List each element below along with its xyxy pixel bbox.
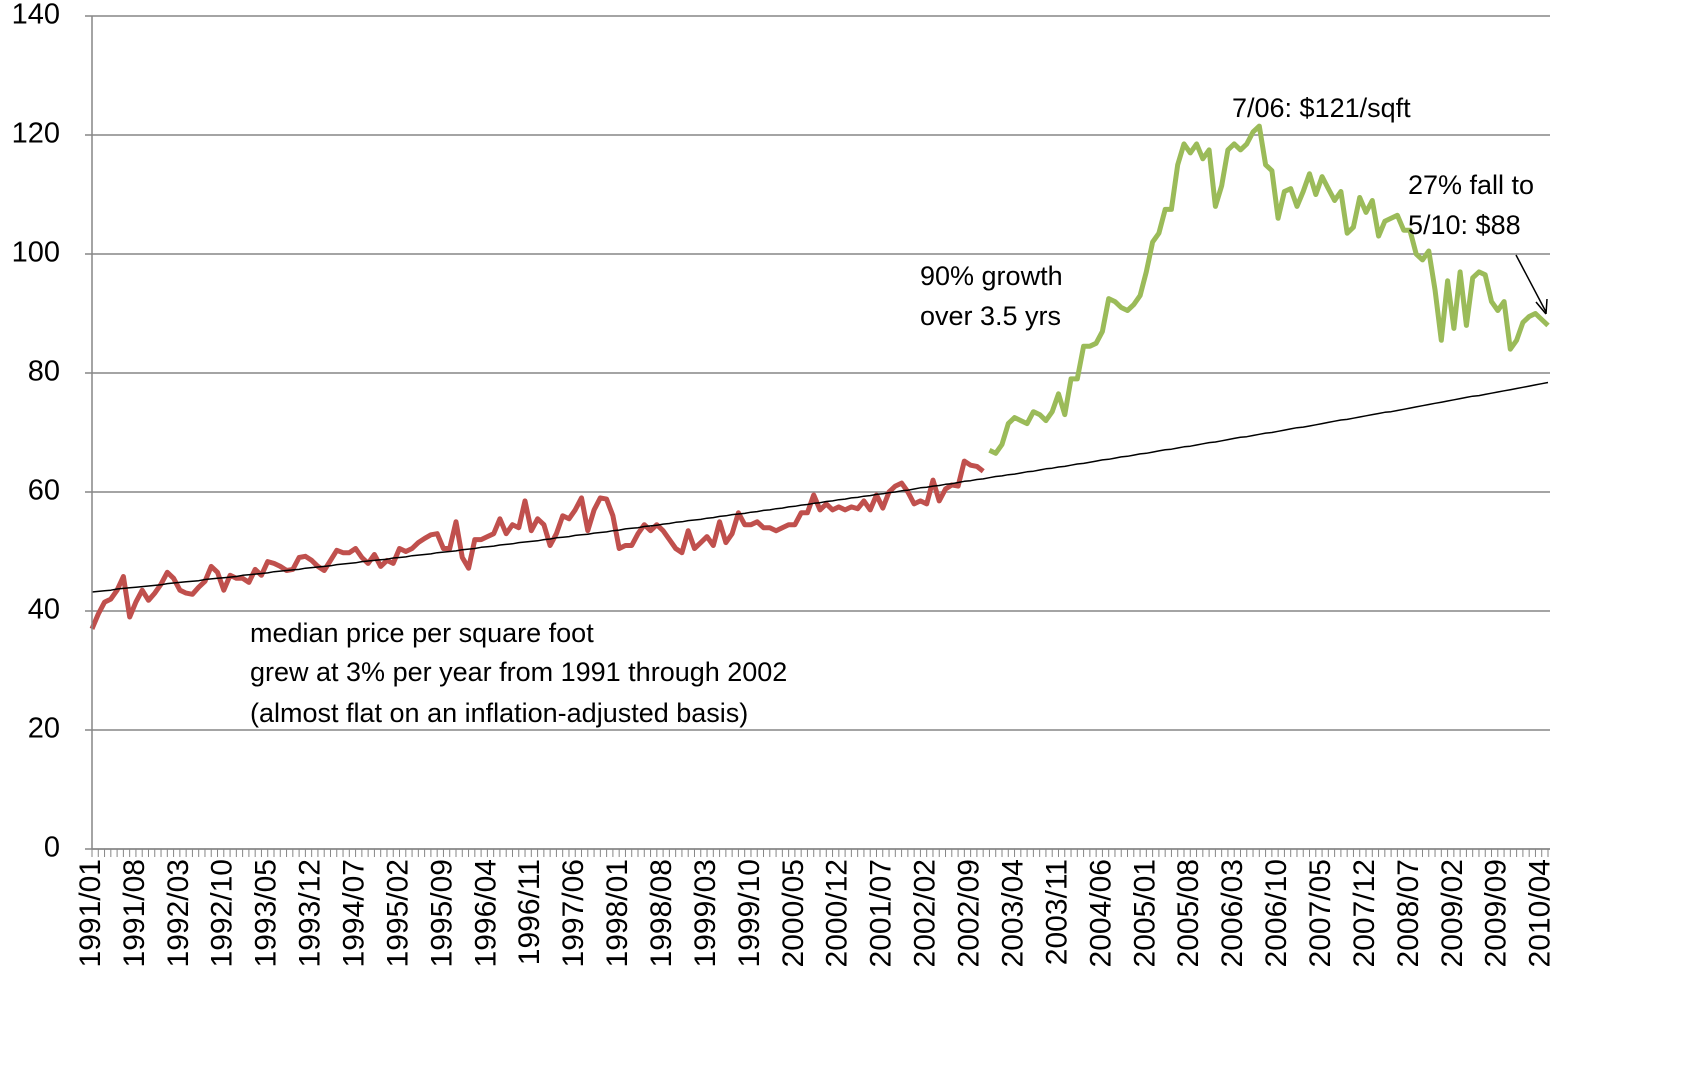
annotation: 90% growth: [920, 261, 1063, 291]
x-tick-label: 1996/04: [469, 859, 502, 967]
y-tick-label: 20: [28, 713, 60, 745]
annotation: 27% fall to: [1408, 170, 1534, 200]
annotation: grew at 3% per year from 1991 through 20…: [250, 657, 787, 687]
annotation: 5/10: $88: [1408, 210, 1521, 240]
line: [89, 458, 985, 630]
x-tick-label: 2008/07: [1392, 859, 1425, 967]
y-tick-label: 140: [12, 0, 60, 31]
x-tick-label: 2001/07: [865, 859, 898, 967]
y-tick-label: 40: [28, 594, 60, 626]
x-tick-label: 2005/01: [1128, 859, 1161, 967]
x-tick-label: 1995/09: [425, 859, 458, 967]
y-tick-label: 0: [44, 832, 60, 864]
grid: [85, 15, 1550, 857]
annotation: median price per square foot: [250, 618, 594, 648]
x-tick-label: 1993/12: [294, 859, 327, 967]
x-tick-label: 1991/01: [74, 859, 107, 967]
y-tick-label: 100: [12, 237, 60, 269]
x-tick-label: 1992/03: [162, 859, 195, 967]
x-tick-label: 1999/10: [733, 859, 766, 967]
trend-line: [91, 381, 1549, 593]
x-tick-label: 2005/08: [1172, 859, 1205, 967]
x-tick-label: 2000/12: [821, 859, 854, 967]
x-tick-label: 1996/11: [513, 859, 546, 965]
x-tick-label: 2004/06: [1084, 859, 1117, 967]
x-tick-label: 1995/02: [381, 859, 414, 967]
x-tick-label: 2009/02: [1436, 859, 1469, 967]
annotation: (almost flat on an inflation-adjusted ba…: [250, 698, 748, 728]
x-tick-label: 2003/11: [1040, 859, 1073, 965]
annotation: 7/06: $121/sqft: [1232, 93, 1411, 123]
arrow-head: [1535, 298, 1548, 315]
x-tick-label: 1991/08: [118, 859, 151, 967]
x-tick-label: 1992/10: [206, 859, 239, 967]
x-tick-label: 1993/05: [250, 859, 283, 967]
x-tick-label: 2002/09: [953, 859, 986, 967]
y-tick-label: 120: [12, 118, 60, 150]
arrow: [1515, 254, 1547, 313]
x-tick-label: 2007/12: [1348, 859, 1381, 967]
x-tick-label: 2003/04: [996, 859, 1029, 967]
x-tick-label: 1994/07: [338, 859, 371, 967]
x-tick-label: 2006/03: [1216, 859, 1249, 967]
x-tick-label: 2006/10: [1260, 859, 1293, 967]
annotation: over 3.5 yrs: [920, 301, 1061, 331]
x-tick-label: 2002/02: [909, 859, 942, 967]
x-tick-label: 2010/04: [1524, 859, 1557, 967]
x-tick-label: 1999/03: [689, 859, 722, 967]
x-tick-label: 1997/06: [557, 859, 590, 967]
y-tick-label: 60: [28, 475, 60, 507]
line: [988, 123, 1550, 456]
x-tick-label: 2000/05: [777, 859, 810, 967]
x-tick-label: 2009/09: [1480, 859, 1513, 967]
x-tick-label: 1998/01: [601, 859, 634, 967]
x-tick-label: 2007/05: [1304, 859, 1337, 967]
x-tick-label: 1998/08: [645, 859, 678, 967]
y-tick-label: 80: [28, 356, 60, 388]
plot: [89, 123, 1550, 630]
